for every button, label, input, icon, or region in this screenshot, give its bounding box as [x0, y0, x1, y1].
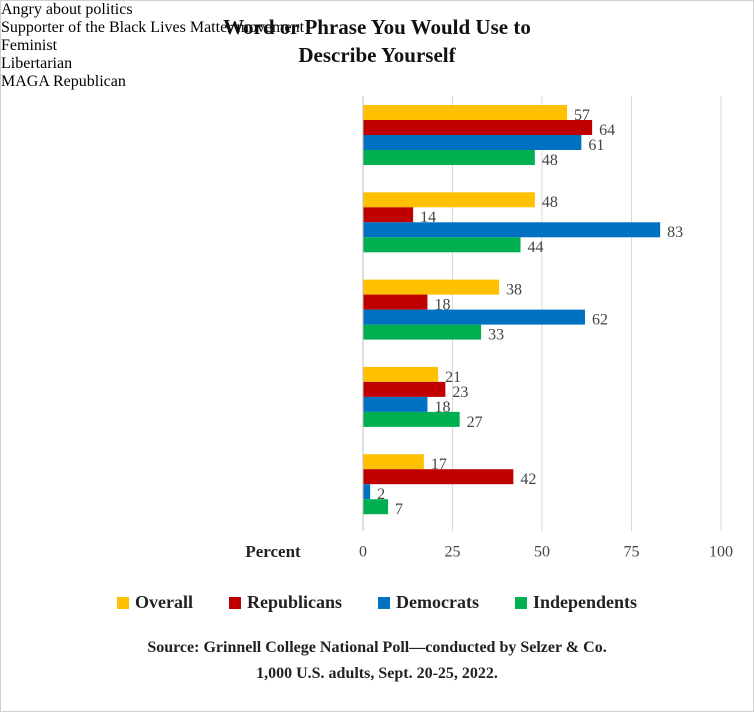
value-label: 44 — [528, 239, 544, 256]
value-label: 33 — [488, 327, 504, 344]
value-label: 2 — [377, 486, 385, 503]
x-tick-label: 50 — [534, 544, 550, 561]
chart-title: Word or Phrase You Would Use to Describe… — [223, 15, 531, 67]
bar — [363, 222, 661, 238]
bar — [363, 396, 428, 412]
legend-label: Independents — [532, 592, 638, 612]
bar — [363, 135, 582, 150]
bar — [363, 237, 521, 253]
value-label: 83 — [667, 224, 683, 241]
x-tick-label: 75 — [624, 544, 640, 561]
category-label: Angry about politics — [1, 1, 133, 18]
source-line: 1,000 U.S. adults, Sept. 20-25, 2022. — [256, 665, 498, 682]
legend-swatch — [378, 596, 390, 609]
value-label: 18 — [434, 399, 450, 416]
legend-item: Independents — [514, 592, 638, 613]
legend-item: Democrats — [378, 592, 479, 613]
bar — [363, 454, 424, 470]
bar — [363, 279, 500, 295]
value-label: 27 — [467, 414, 483, 431]
value-label: 64 — [599, 122, 615, 139]
title-box: Word or Phrase You Would Use to Describe… — [1, 13, 753, 69]
value-label: 7 — [395, 501, 403, 518]
x-tick-label: 100 — [709, 544, 733, 561]
bar — [363, 309, 585, 325]
bar — [363, 120, 593, 135]
bar — [363, 469, 514, 485]
legend-label: Republicans — [246, 592, 342, 612]
value-label: 57 — [574, 107, 590, 124]
category-label: Feminist — [1, 37, 58, 54]
value-label: 14 — [420, 209, 436, 226]
legend: Overall Republicans Democrats Independents — [1, 592, 753, 613]
value-label: 62 — [592, 312, 608, 329]
legend-item: Overall — [116, 592, 193, 613]
value-label: 48 — [542, 194, 558, 211]
legend-swatch — [514, 596, 527, 609]
source-line: Source: Grinnell College National Poll—c… — [147, 639, 607, 656]
x-tick-label: 0 — [359, 544, 367, 561]
bar — [363, 192, 535, 208]
bar — [363, 484, 371, 500]
legend-label: Democrats — [396, 592, 479, 612]
legend-label: Overall — [134, 592, 193, 612]
legend-swatch — [228, 596, 241, 609]
bar — [363, 105, 568, 120]
category-label: Libertarian — [1, 55, 73, 72]
bar — [363, 294, 428, 310]
value-label: 38 — [506, 282, 522, 299]
legend-swatch — [116, 596, 129, 609]
value-label: 61 — [588, 137, 604, 154]
x-tick-label: 25 — [445, 544, 461, 561]
bar — [363, 411, 460, 427]
bar — [363, 381, 446, 397]
value-label: 18 — [434, 297, 450, 314]
value-label: 17 — [431, 456, 447, 473]
bar — [363, 499, 389, 515]
category-label: Supporter of the Black Lives Matter move… — [1, 19, 305, 36]
bar — [363, 366, 439, 382]
source: Source: Grinnell College National Poll—c… — [1, 635, 753, 687]
bar — [363, 324, 482, 340]
value-label: 21 — [445, 369, 461, 386]
bar — [363, 207, 414, 223]
category-label: MAGA Republican — [1, 73, 126, 90]
x-axis-label: Percent — [245, 542, 301, 561]
legend-item: Republicans — [228, 592, 342, 613]
value-label: 42 — [520, 471, 536, 488]
value-label: 48 — [542, 152, 558, 169]
bar — [363, 150, 535, 165]
value-label: 23 — [452, 384, 468, 401]
